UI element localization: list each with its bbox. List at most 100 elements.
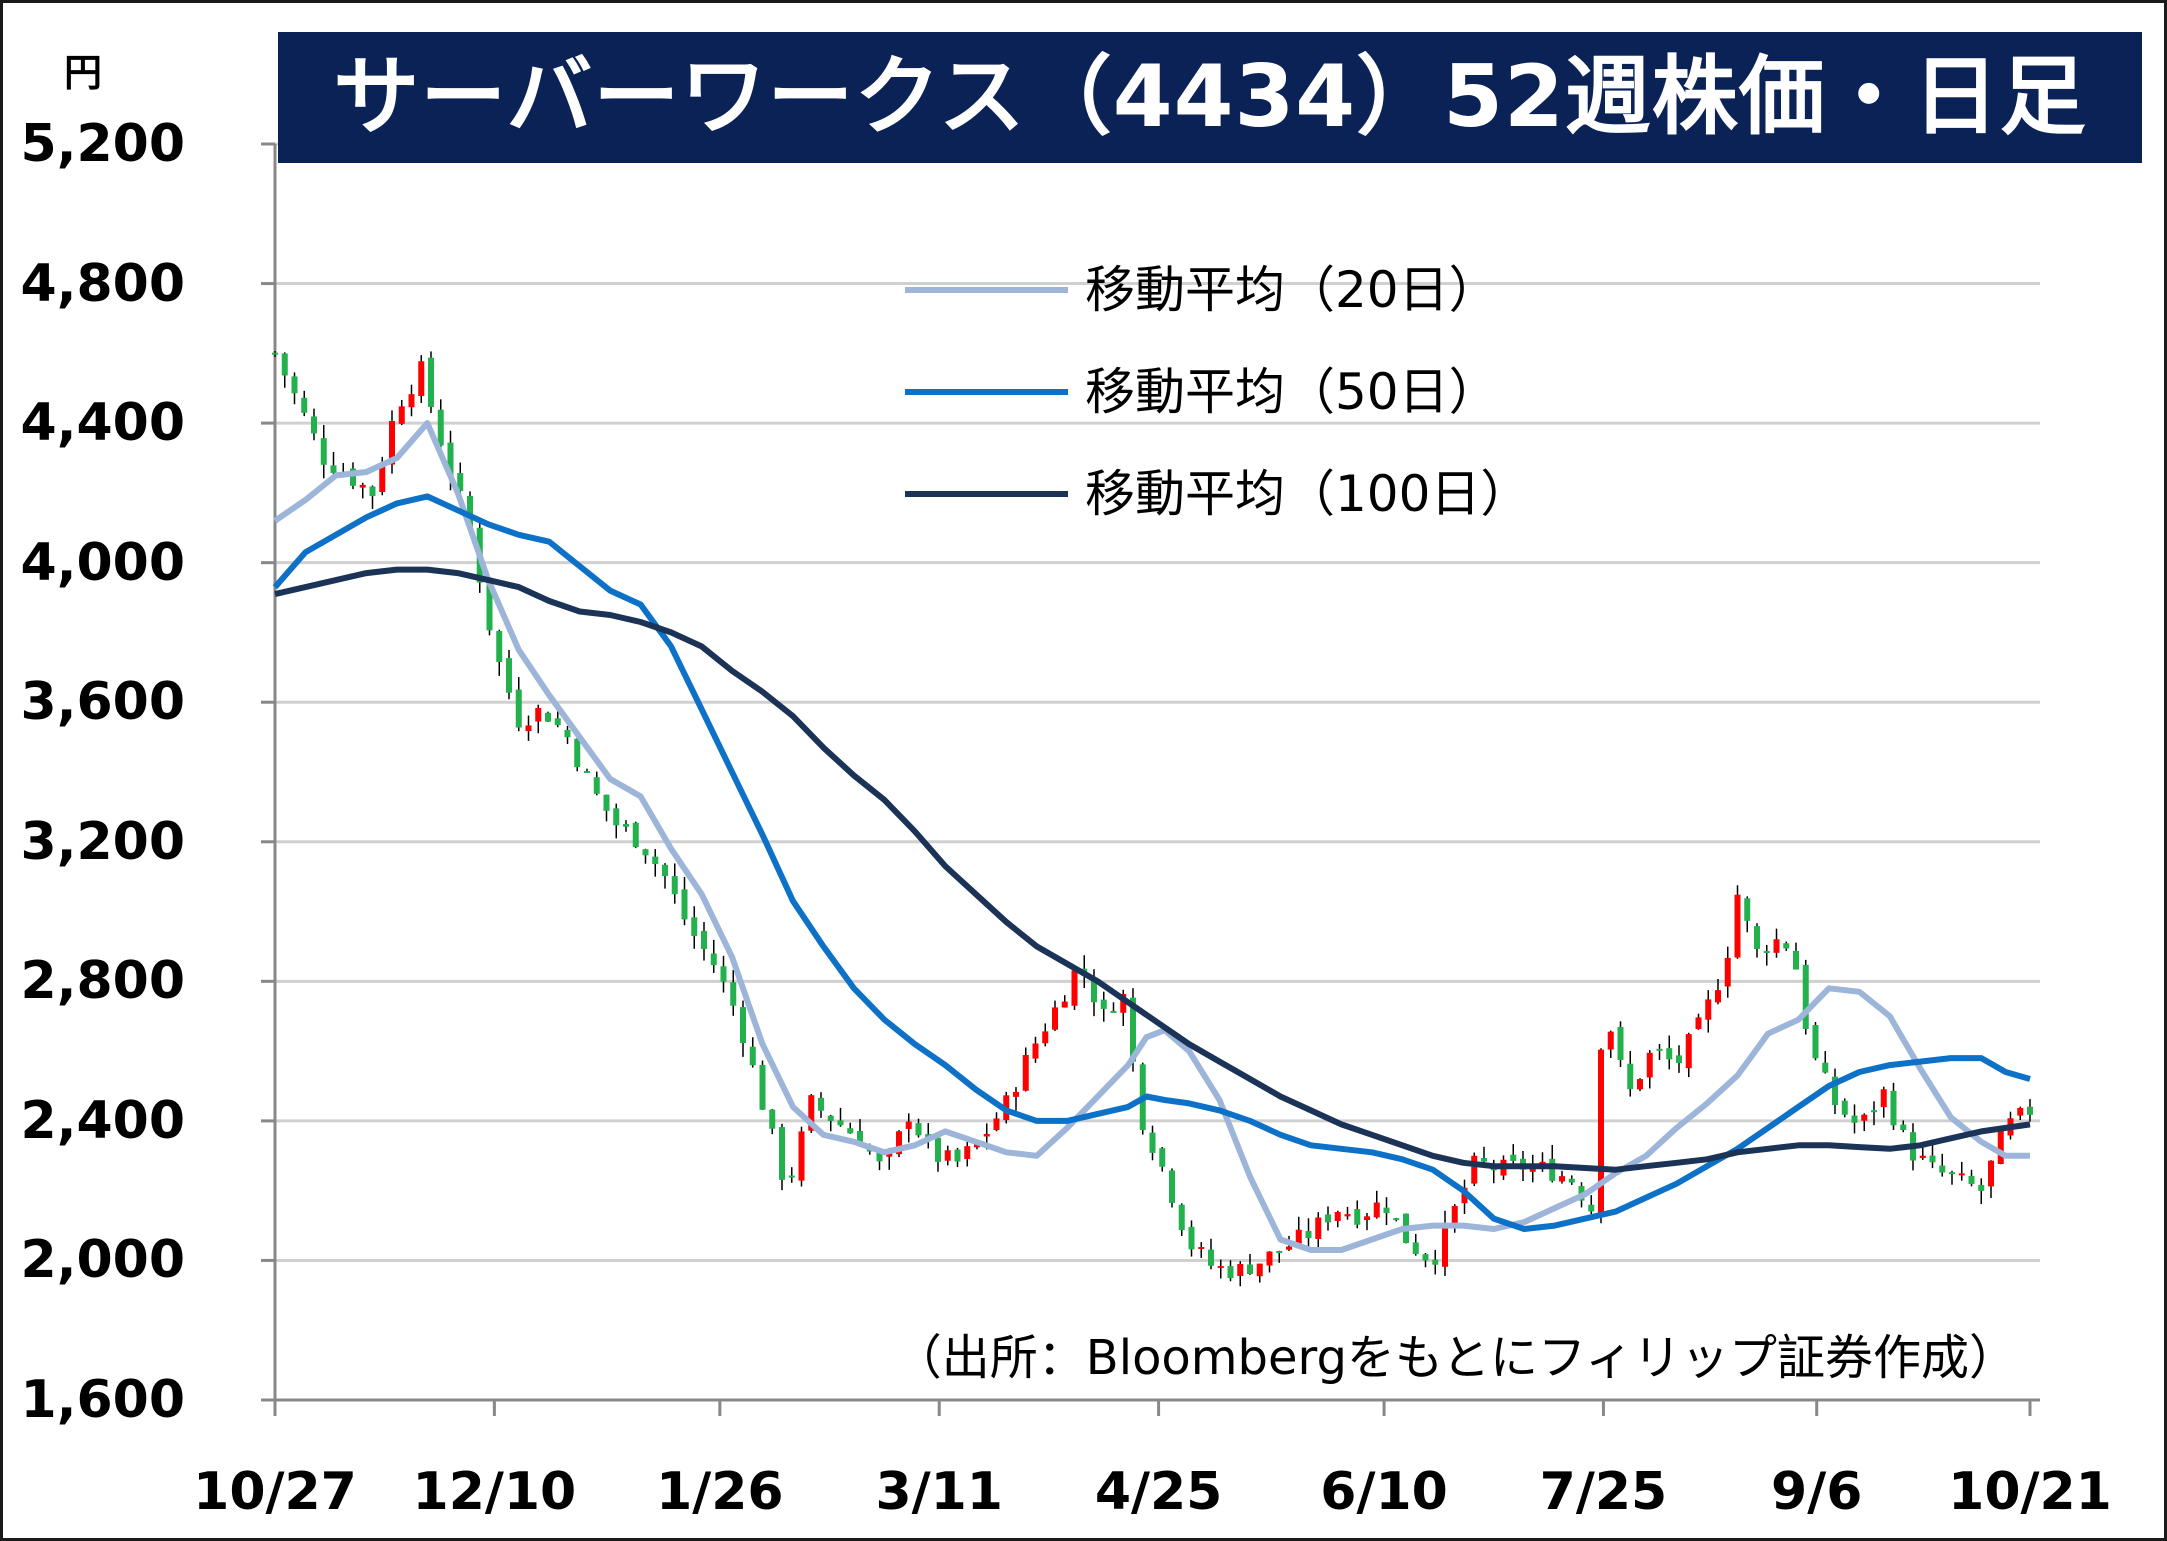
candle-down — [1149, 1132, 1156, 1153]
candle-up — [379, 463, 386, 492]
candle-down — [593, 777, 600, 794]
moving-average-line-1 — [272, 493, 2031, 1232]
candle-down — [915, 1123, 922, 1136]
source-annotation: （出所：Bloombergをもとにフィリップ証券作成） — [893, 1330, 2017, 1386]
candle-down — [554, 718, 561, 726]
candle-up — [389, 420, 395, 465]
candle-down — [320, 438, 327, 465]
y-tick-label: 2,800 — [20, 951, 185, 1012]
candle-down — [1812, 1024, 1819, 1059]
candle-up — [418, 361, 425, 397]
y-tick-label: 4,800 — [20, 253, 185, 314]
candle-up — [1685, 1034, 1692, 1069]
candle-down — [311, 416, 317, 434]
candle-up — [1919, 1155, 1926, 1159]
candle-up — [1705, 999, 1712, 1020]
candle-down — [330, 465, 337, 473]
candle-down — [788, 1175, 795, 1178]
candle-down — [272, 352, 278, 355]
candle-down — [1617, 1026, 1624, 1061]
candle-up — [886, 1153, 893, 1157]
candle-up — [1344, 1214, 1351, 1217]
candle-down — [1354, 1209, 1361, 1225]
candle-down — [837, 1120, 844, 1126]
candle-up — [1052, 1007, 1058, 1030]
candle-down — [1890, 1090, 1897, 1126]
y-tick-label: 4,400 — [20, 393, 185, 454]
candle-up — [944, 1150, 951, 1161]
candle-up — [983, 1133, 990, 1137]
candle-down — [467, 495, 473, 527]
candle-up — [1022, 1054, 1029, 1091]
candle-down — [935, 1137, 941, 1162]
x-tick-label: 4/25 — [1094, 1462, 1223, 1522]
candle-up — [1637, 1079, 1643, 1090]
candle-up — [1237, 1264, 1244, 1277]
candle-down — [1169, 1170, 1175, 1203]
candle-down — [1793, 950, 1799, 970]
candle-down — [545, 712, 551, 722]
candle-down — [1383, 1207, 1390, 1213]
candle-down — [1871, 1110, 1877, 1113]
candle-down — [1744, 898, 1751, 921]
candle-down — [1412, 1242, 1419, 1254]
legend-label: 移動平均（100日） — [1085, 465, 1531, 523]
candle-up — [535, 707, 542, 722]
candle-down — [857, 1130, 863, 1147]
candle-up — [1373, 1202, 1380, 1218]
candle-up — [408, 394, 415, 408]
candle-up — [1198, 1247, 1205, 1250]
x-tick-label: 7/25 — [1539, 1462, 1668, 1522]
candle-down — [671, 876, 678, 895]
candle-down — [1305, 1230, 1312, 1239]
candle-down — [1110, 1010, 1117, 1013]
candle-down — [1851, 1115, 1858, 1123]
chart-title: サーバーワークス（4434）52週株価・日足 — [333, 47, 2087, 147]
chart-title-banner: サーバーワークス（4434）52週株価・日足 — [278, 32, 2142, 163]
candle-down — [691, 917, 698, 937]
candle-down — [564, 729, 571, 738]
candle-up — [1598, 1049, 1604, 1216]
candle-down — [1949, 1172, 1955, 1175]
candle-down — [759, 1064, 766, 1110]
candle-down — [1325, 1214, 1331, 1223]
candle-down — [1188, 1226, 1195, 1250]
candle-up — [1217, 1266, 1224, 1269]
candle-up — [2017, 1107, 2024, 1116]
candle-down — [827, 1115, 834, 1121]
x-tick-label: 6/10 — [1320, 1462, 1448, 1522]
candle-down — [1968, 1175, 1975, 1184]
candle-down — [1276, 1251, 1283, 1254]
candle-down — [1549, 1158, 1556, 1181]
candle-down — [1978, 1184, 1985, 1191]
candle-down — [447, 442, 454, 477]
candle-up — [1471, 1155, 1478, 1184]
candle-down — [1676, 1055, 1682, 1064]
legend-label: 移動平均（20日） — [1085, 261, 1499, 319]
candle-down — [1178, 1204, 1185, 1231]
candle-down — [369, 486, 376, 496]
candle-down — [1159, 1148, 1166, 1167]
candle-down — [740, 1007, 746, 1044]
candle-down — [847, 1128, 854, 1134]
candle-down — [486, 577, 493, 631]
candle-down — [623, 823, 629, 827]
y-tick-label: 3,600 — [20, 672, 185, 733]
candle-down — [954, 1149, 961, 1162]
candle-down — [515, 689, 522, 728]
candle-down — [1393, 1218, 1400, 1221]
candle-down — [603, 794, 610, 811]
candle-down — [1422, 1254, 1429, 1261]
candle-down — [1247, 1264, 1253, 1274]
candle-down — [749, 1046, 756, 1066]
x-tick-label: 10/21 — [1948, 1462, 2112, 1522]
candle-down — [1481, 1157, 1487, 1162]
candle-down — [1091, 980, 1097, 1003]
candle-up — [1715, 990, 1721, 1003]
candle-up — [1607, 1031, 1614, 1050]
candle-up — [1559, 1176, 1565, 1182]
candle-down — [457, 472, 464, 491]
moving-average-line-0 — [273, 420, 2030, 1253]
x-tick-label: 9/6 — [1771, 1462, 1863, 1522]
candle-down — [701, 930, 707, 949]
